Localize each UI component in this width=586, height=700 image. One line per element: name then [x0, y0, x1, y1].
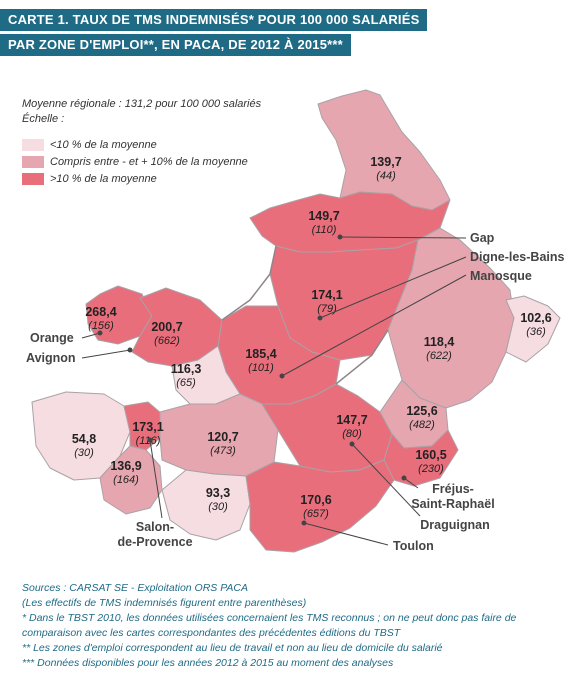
- zone-count-label: (622): [426, 350, 452, 362]
- sources-line: ** Les zones d'emploi correspondent au l…: [22, 642, 443, 654]
- city-leader-lines: [81, 234, 467, 546]
- sources-line: (Les effectifs de TMS indemnisés figuren…: [22, 597, 307, 609]
- zone-count-label: (482): [409, 419, 435, 431]
- legend-item-mid: Compris entre - et + 10% de la moyenne: [22, 155, 248, 169]
- zone-frejus: [383, 429, 459, 487]
- city-salon-label-2: de-Provence: [117, 535, 192, 549]
- zone-value-label: 54,8: [72, 432, 96, 446]
- zone-toulon: [245, 459, 395, 553]
- legend-item-low: <10 % de la moyenne: [22, 138, 157, 152]
- city-gap-label: Gap: [470, 231, 495, 245]
- zone-value-label: 173,1: [132, 420, 163, 434]
- map-title-line-2: PAR ZONE D'EMPLOI**, EN PACA, DE 2012 À …: [0, 34, 351, 56]
- zone-value-label: 118,4: [424, 335, 455, 349]
- zone-count-label: (36): [526, 326, 546, 338]
- legend-label-low: <10 % de la moyenne: [50, 139, 157, 151]
- sources-line: comparaison avec les cartes correspondan…: [22, 627, 401, 639]
- sources-line: *** Données disponibles pour les années …: [22, 657, 394, 669]
- city-orange-label: Orange: [30, 331, 74, 345]
- legend-label-high: >10 % de la moyenne: [50, 173, 157, 185]
- city-toulon-label: Toulon: [393, 539, 434, 553]
- zone-value-label: 185,4: [245, 347, 276, 361]
- zone-count-label: (30): [208, 501, 228, 513]
- city-manosque-label: Manosque: [470, 269, 532, 283]
- zone-value-label: 139,7: [370, 155, 401, 169]
- city-draguignan-label: Draguignan: [420, 518, 489, 532]
- legend-label-mid: Compris entre - et + 10% de la moyenne: [50, 156, 248, 168]
- zone-value-label: 93,3: [206, 486, 230, 500]
- city-labels: Gap Digne-les-Bains Manosque Orange Avig…: [26, 231, 565, 553]
- city-salon-label-1: Salon-: [136, 520, 174, 534]
- zone-value-label: 200,7: [151, 320, 182, 334]
- zone-count-label: (80): [342, 428, 362, 440]
- zone-labels: 139,7 (44) 149,7 (110) 174,1 (79) 268,4 …: [72, 155, 552, 520]
- zone-count-label: (110): [312, 224, 337, 236]
- zone-marseille: [161, 469, 251, 541]
- zone-value-label: 120,7: [207, 430, 238, 444]
- zone-count-label: (79): [317, 303, 337, 315]
- legend-swatch-low: [22, 139, 44, 151]
- zone-istres: [99, 445, 163, 515]
- zone-count-label: (44): [376, 170, 396, 182]
- sources-line: Sources : CARSAT SE - Exploitation ORS P…: [22, 582, 249, 594]
- city-frejus-label-2: Saint-Raphaël: [411, 497, 494, 511]
- zone-value-label: 136,9: [110, 459, 141, 473]
- legend-swatch-high: [22, 173, 44, 185]
- zone-count-label: (156): [88, 320, 114, 332]
- zone-value-label: 170,6: [300, 493, 331, 507]
- zone-value-label: 125,6: [406, 404, 437, 418]
- zone-value-label: 102,6: [520, 311, 551, 325]
- legend-item-high: >10 % de la moyenne: [22, 172, 157, 186]
- zone-value-label: 147,7: [336, 413, 367, 427]
- zone-value-label: 174,1: [311, 288, 342, 302]
- city-frejus-label-1: Fréjus-: [432, 482, 474, 496]
- zone-value-label: 116,3: [171, 362, 202, 376]
- zone-count-label: (65): [176, 377, 196, 389]
- zone-value-label: 268,4: [85, 305, 116, 319]
- zone-salon: [123, 401, 163, 451]
- zone-count-label: (230): [418, 463, 444, 475]
- zone-menton: [505, 295, 561, 363]
- city-digne-label: Digne-les-Bains: [470, 250, 565, 264]
- zone-value-label: 160,5: [415, 448, 446, 462]
- zone-briancon: [317, 89, 451, 211]
- zone-count-label: (30): [74, 447, 94, 459]
- zone-value-label: 149,7: [308, 209, 339, 223]
- zone-count-label: (101): [248, 362, 274, 374]
- zone-count-label: (473): [210, 445, 236, 457]
- zone-count-label: (164): [113, 474, 139, 486]
- city-avignon-label: Avignon: [26, 351, 76, 365]
- zone-count-label: (657): [303, 508, 329, 520]
- sources-notes: Sources : CARSAT SE - Exploitation ORS P…: [22, 581, 572, 671]
- regional-average: Moyenne régionale : 131,2 pour 100 000 s…: [22, 98, 262, 110]
- legend-swatch-mid: [22, 156, 44, 168]
- zone-count-label: (662): [154, 335, 180, 347]
- sources-line: * Dans le TBST 2010, les données utilisé…: [22, 612, 517, 624]
- legend-scale-title: Échelle :: [22, 113, 65, 125]
- map-title-line-1: CARTE 1. TAUX DE TMS INDEMNISÉS* POUR 10…: [0, 9, 428, 31]
